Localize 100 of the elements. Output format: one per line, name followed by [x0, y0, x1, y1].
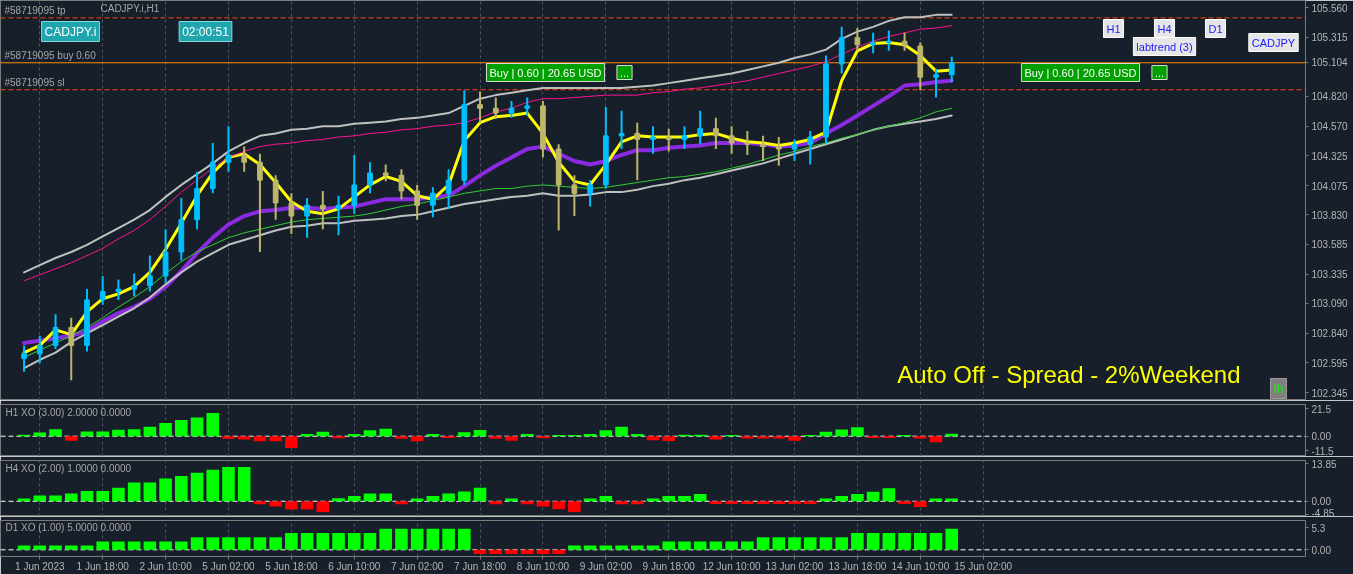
candlestick: [697, 109, 704, 146]
bar: [819, 537, 833, 550]
bar: [206, 469, 220, 502]
x-tick-label: 9 Jun 02:00: [579, 560, 633, 572]
bar: [866, 491, 880, 502]
bar: [851, 493, 864, 502]
candlestick: [681, 125, 688, 150]
candlestick: [728, 125, 735, 155]
bar: [33, 545, 47, 550]
bar: [929, 533, 943, 550]
bar: [96, 490, 109, 502]
bar: [945, 528, 959, 550]
bar: [285, 501, 298, 510]
bar: [49, 545, 62, 550]
bar: [285, 533, 298, 550]
bar: [615, 426, 628, 437]
bar: [583, 545, 597, 550]
bar: [835, 496, 848, 502]
candlestick: [885, 29, 892, 52]
bar: [175, 541, 188, 550]
x-tick-label: 6 Jun 10:00: [328, 560, 381, 572]
annotation: labtrend (3): [1136, 40, 1193, 53]
bar: [80, 545, 94, 550]
bar: [520, 549, 534, 554]
bar: [410, 528, 424, 550]
bar: [159, 423, 172, 437]
candlestick: [665, 127, 672, 153]
bar: [835, 537, 848, 550]
candlestick: [147, 254, 153, 293]
annotation: 02:00:51: [182, 24, 230, 39]
x-tick-label: 13 Jun 18:00: [828, 560, 887, 572]
bar: [709, 501, 723, 504]
bar: [206, 413, 220, 437]
annotation: CADJPY.i: [44, 24, 97, 39]
bar: [426, 528, 440, 550]
candlestick: [162, 228, 169, 285]
bar: [741, 501, 754, 504]
bar: [269, 537, 282, 550]
bar: [646, 436, 660, 441]
bar: [49, 429, 62, 437]
bar: [269, 436, 282, 442]
bar: [442, 493, 455, 502]
bar: [772, 436, 786, 439]
candlestick: [587, 179, 593, 208]
bar: [552, 501, 565, 510]
bar: [693, 541, 707, 550]
bar: [536, 549, 550, 554]
candlestick: [854, 27, 861, 52]
bar: [395, 501, 408, 505]
candlestick: [99, 274, 106, 306]
bar: [568, 501, 581, 513]
bar: [237, 537, 251, 550]
annotation: Buy | 0.60 | 20.65 USD: [489, 66, 602, 79]
y-tick-label: 105.560: [1311, 2, 1349, 14]
bar: [473, 487, 487, 502]
bar: [347, 434, 361, 437]
bar: [269, 501, 282, 507]
bar: [725, 501, 738, 504]
y-tick-label: 102.345: [1311, 387, 1349, 399]
candlestick: [257, 152, 263, 253]
annotation: H4: [1157, 22, 1172, 35]
bar: [741, 541, 754, 550]
bar: [379, 493, 392, 502]
bar: [615, 501, 628, 505]
annotation: ...: [1154, 66, 1165, 79]
bar: [96, 541, 109, 550]
bar: [222, 467, 235, 502]
bar: [803, 537, 817, 550]
bar: [363, 533, 377, 550]
bar: [96, 431, 109, 437]
y-tick-label: 102.595: [1311, 357, 1349, 369]
candlestick: [492, 96, 499, 121]
bar: [882, 533, 896, 550]
bar: [788, 537, 801, 550]
bar: [756, 537, 770, 550]
bar: [756, 501, 770, 504]
bar: [64, 436, 78, 441]
candlestick: [744, 130, 751, 156]
y-tick-label: 105.315: [1311, 32, 1349, 44]
bar: [615, 545, 628, 550]
bar: [741, 436, 754, 439]
x-tick-label: 5 Jun 18:00: [265, 560, 318, 572]
y-tick-label: 21.5: [1311, 403, 1332, 415]
bar: [552, 549, 565, 554]
chart-title: H4 XO (2.00) 1.0000 0.0000: [5, 462, 132, 474]
chart-title: CADJPY.i,H1: [100, 2, 160, 14]
y-tick-label: 0.00: [1311, 496, 1332, 508]
candlestick: [760, 134, 766, 162]
annotation: Auto Off - Spread - 2%Weekend: [897, 360, 1241, 388]
y-tick-label: 0.00: [1311, 431, 1332, 443]
candlestick: [319, 189, 326, 231]
candlestick: [430, 186, 436, 219]
bar: [914, 501, 927, 507]
bar: [395, 528, 408, 550]
bar: [505, 549, 518, 554]
x-tick-label: 12 Jun 10:00: [702, 560, 761, 572]
ref-line-label: #58719095 tp: [4, 5, 67, 17]
y-tick-label: 103.090: [1311, 298, 1349, 310]
bar: [772, 501, 786, 504]
x-tick-label: 1 Jun 18:00: [76, 560, 130, 572]
